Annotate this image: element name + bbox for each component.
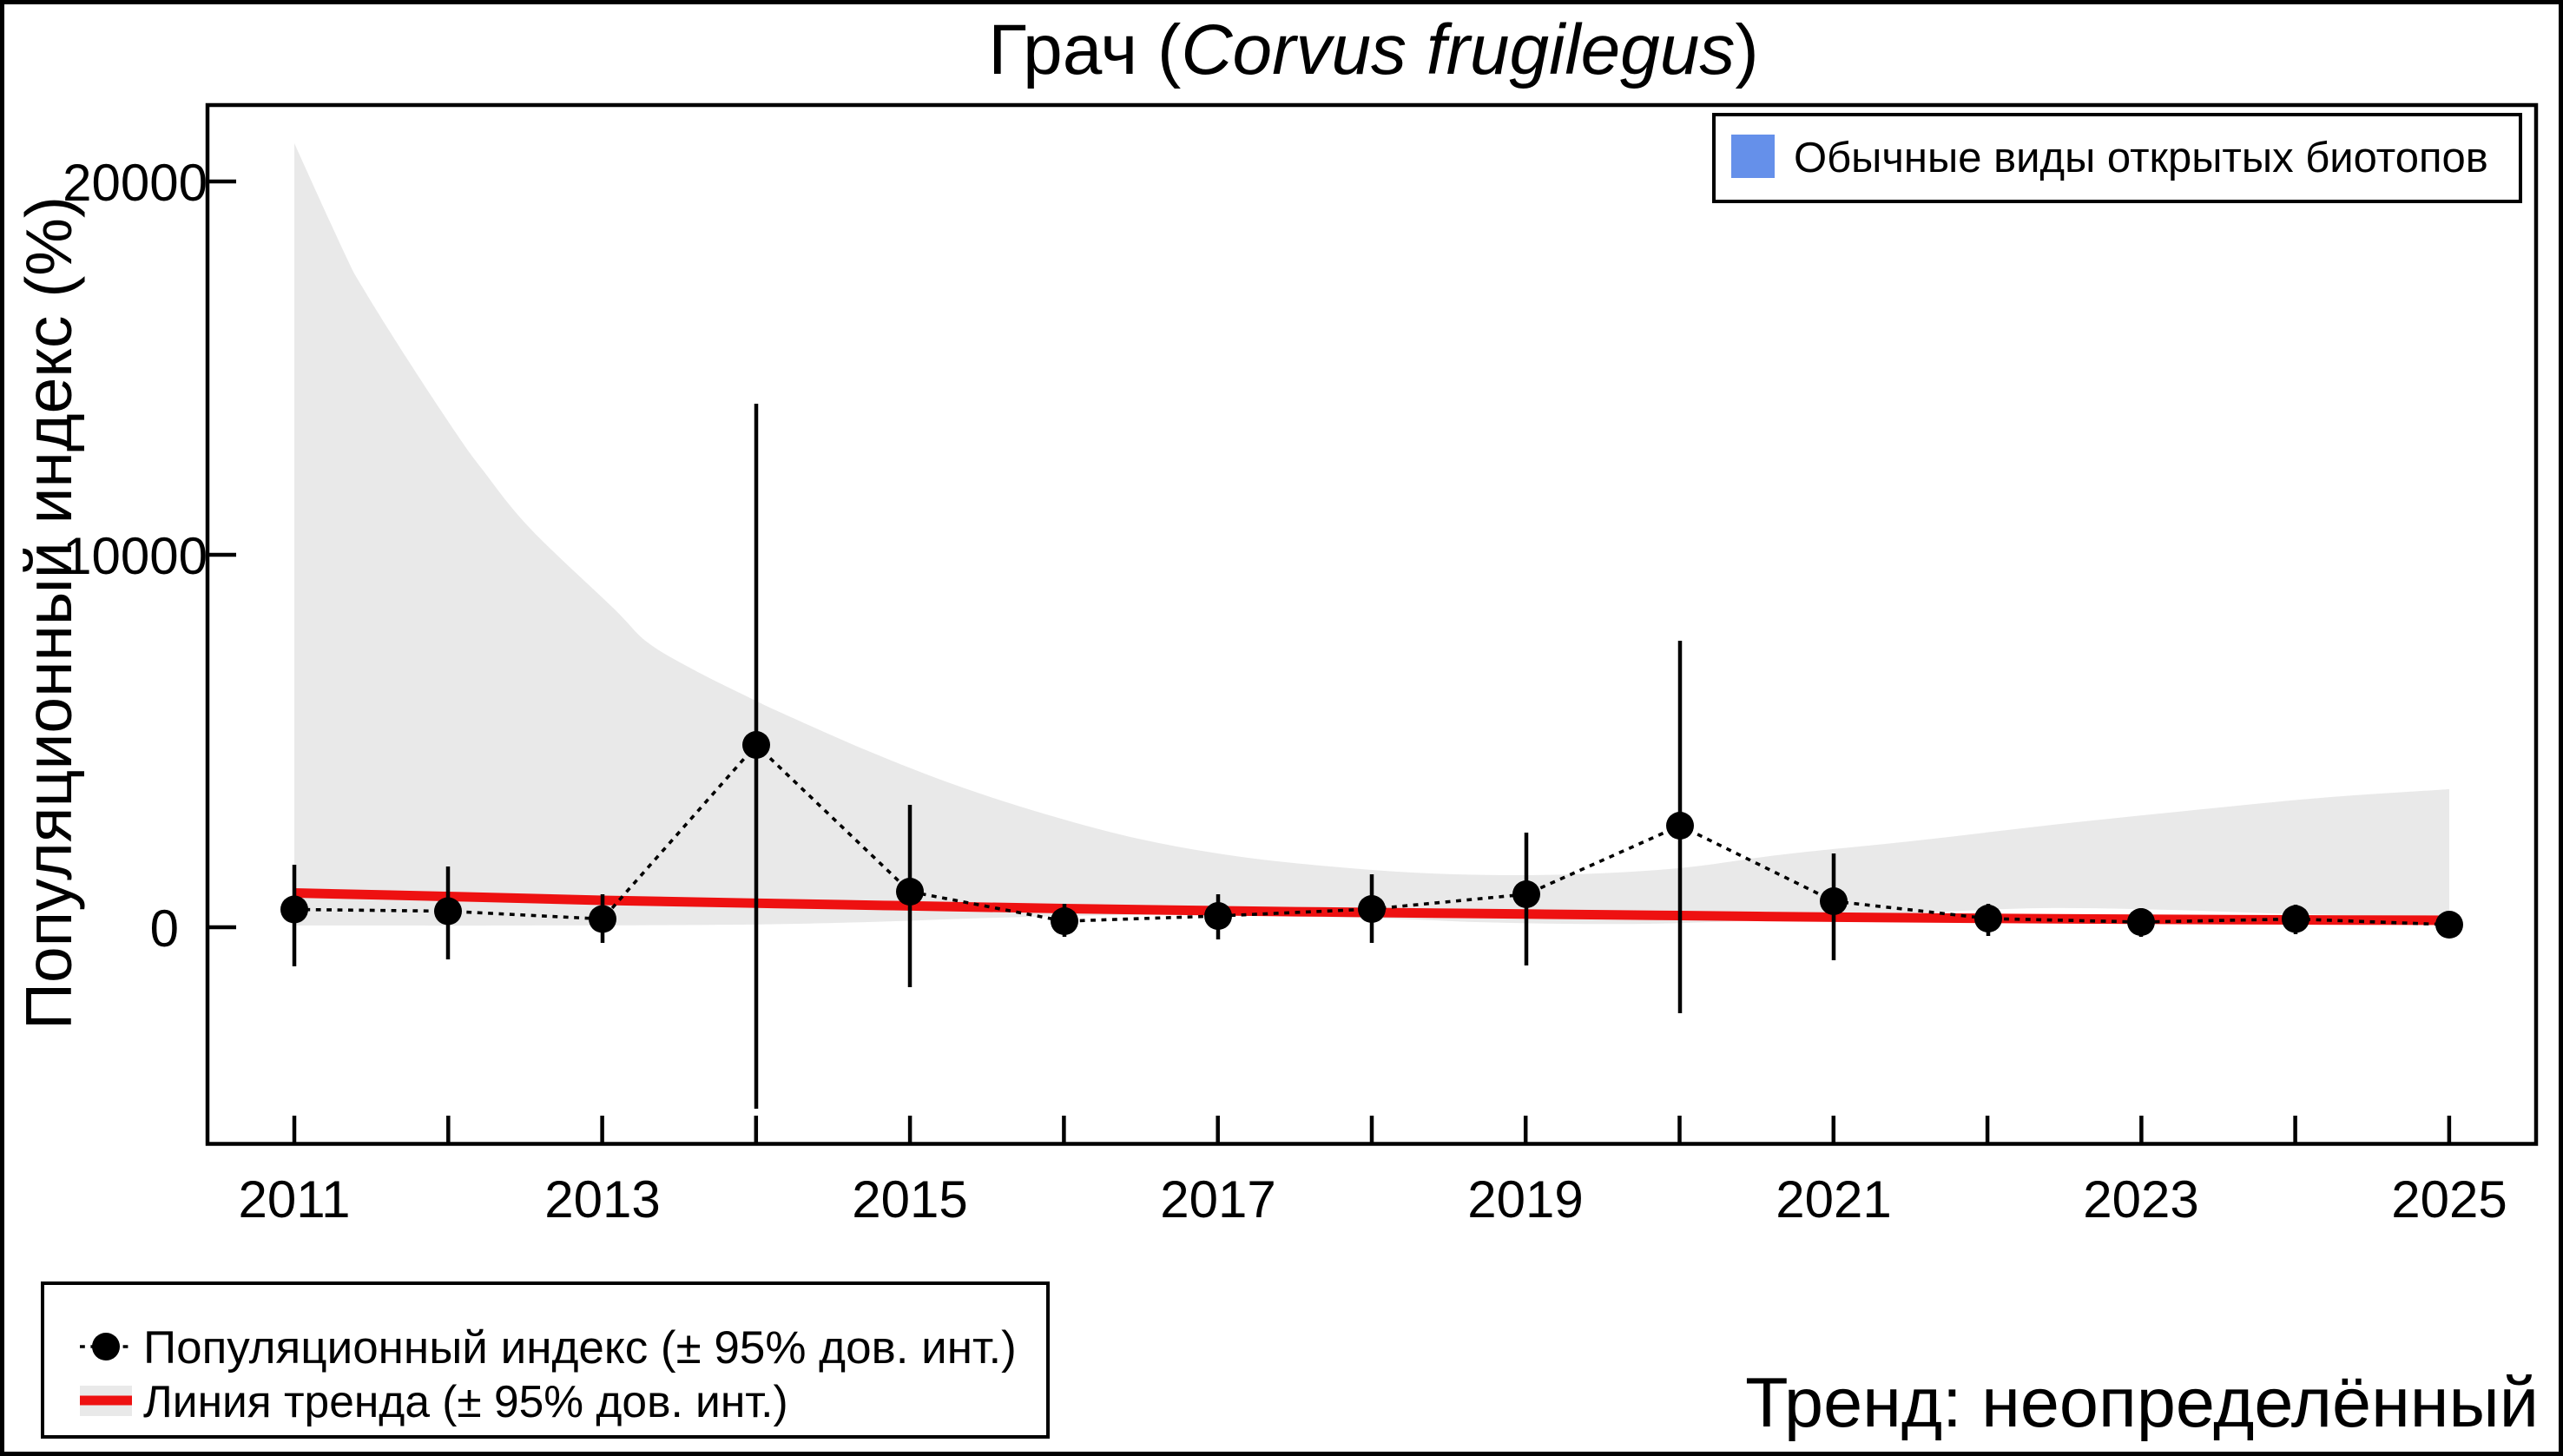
svg-text:2025: 2025 [2391, 1170, 2507, 1229]
svg-text:20000: 20000 [63, 154, 208, 212]
svg-text:Популяционный индекс (%): Популяционный индекс (%) [12, 196, 85, 1030]
svg-text:2013: 2013 [544, 1170, 660, 1229]
svg-text:2015: 2015 [852, 1170, 967, 1229]
svg-text:2021: 2021 [1776, 1170, 1891, 1229]
svg-text:2023: 2023 [2083, 1170, 2198, 1229]
svg-text:2017: 2017 [1160, 1170, 1275, 1229]
svg-text:Грач (Corvus frugilegus): Грач (Corvus frugilegus) [988, 10, 1758, 89]
svg-text:10000: 10000 [63, 527, 208, 585]
svg-text:Тренд: неопределённый: Тренд: неопределённый [1745, 1364, 2539, 1442]
svg-text:Обычные виды открытых биотопов: Обычные виды открытых биотопов [1794, 135, 2488, 181]
svg-text:Линия тренда (± 95% дов. инт.): Линия тренда (± 95% дов. инт.) [143, 1376, 788, 1426]
svg-text:2019: 2019 [1467, 1170, 1583, 1229]
svg-text:0: 0 [150, 899, 179, 958]
svg-text:Популяционный индекс (± 95% до: Популяционный индекс (± 95% дов. инт.) [143, 1322, 1017, 1374]
svg-text:2011: 2011 [238, 1170, 350, 1229]
